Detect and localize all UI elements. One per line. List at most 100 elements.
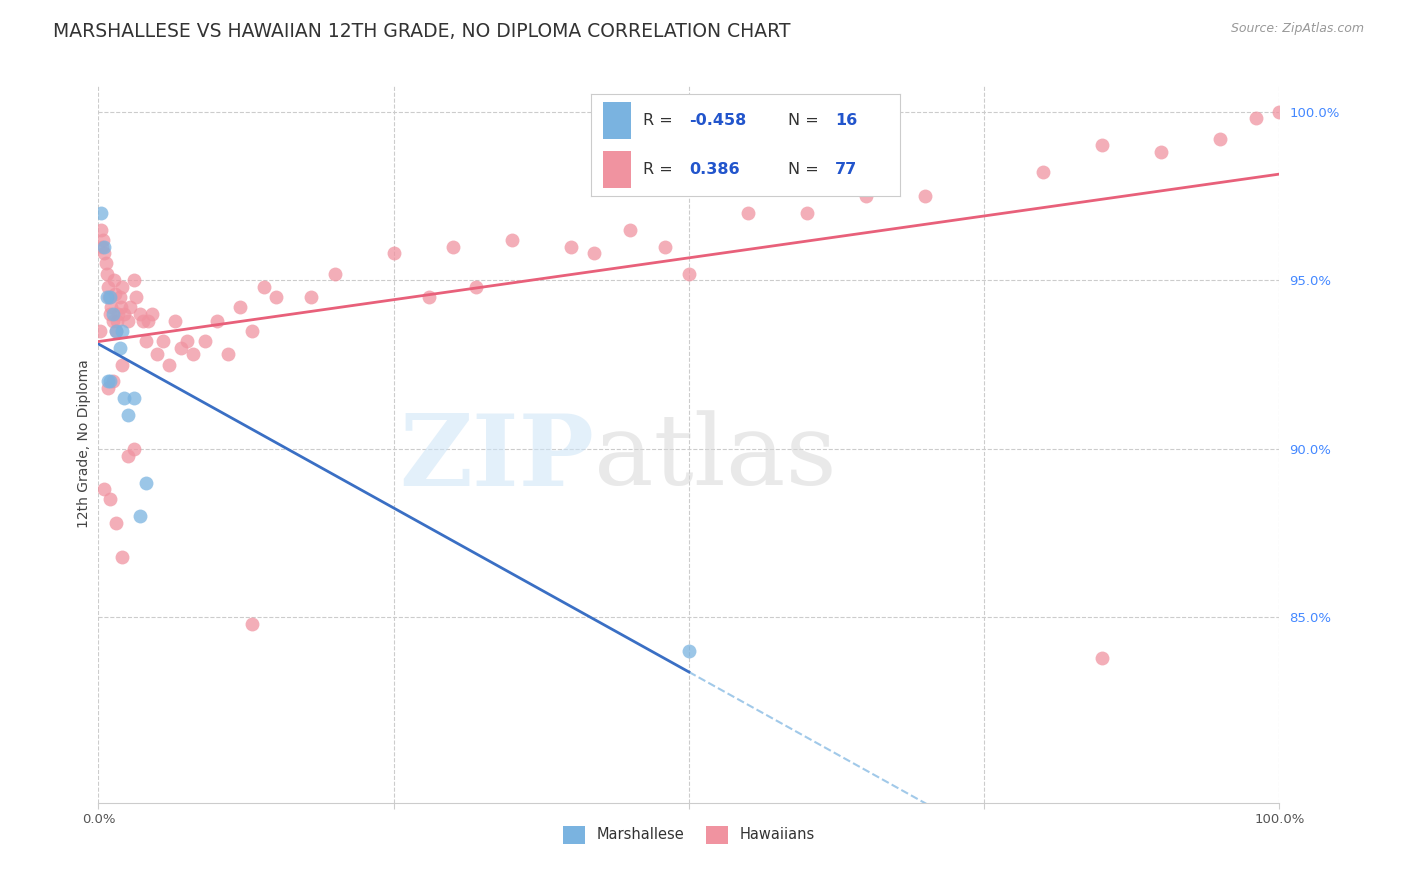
- Point: [101, 375, 124, 389]
- Point: [205, 314, 228, 328]
- Point: [108, 290, 131, 304]
- Point: [96, 267, 118, 281]
- Point: [583, 246, 606, 260]
- Point: [101, 307, 124, 321]
- Point: [737, 206, 759, 220]
- Point: [501, 233, 523, 247]
- Text: 16: 16: [835, 112, 858, 128]
- Point: [165, 314, 187, 328]
- Point: [103, 273, 125, 287]
- Point: [97, 375, 120, 389]
- Point: [264, 290, 287, 304]
- FancyBboxPatch shape: [603, 151, 631, 188]
- Point: [1244, 112, 1267, 126]
- Point: [170, 341, 193, 355]
- Point: [120, 300, 142, 314]
- Point: [93, 246, 115, 260]
- Point: [418, 290, 440, 304]
- Text: -0.458: -0.458: [689, 112, 747, 128]
- Point: [93, 239, 115, 253]
- Point: [111, 358, 134, 372]
- Point: [122, 273, 145, 287]
- Point: [1032, 165, 1054, 179]
- Point: [98, 307, 121, 321]
- Point: [98, 375, 121, 389]
- Text: MARSHALLESE VS HAWAIIAN 12TH GRADE, NO DIPLOMA CORRELATION CHART: MARSHALLESE VS HAWAIIAN 12TH GRADE, NO D…: [53, 22, 792, 41]
- Point: [382, 246, 405, 260]
- Text: ZIP: ZIP: [399, 409, 595, 507]
- Point: [1268, 104, 1291, 119]
- Point: [136, 314, 159, 328]
- Text: Source: ZipAtlas.com: Source: ZipAtlas.com: [1230, 22, 1364, 36]
- Point: [128, 509, 150, 524]
- Point: [112, 307, 135, 321]
- Point: [98, 492, 121, 507]
- Point: [678, 267, 700, 281]
- Point: [111, 280, 134, 294]
- Point: [91, 233, 114, 247]
- Text: R =: R =: [643, 162, 683, 178]
- Point: [128, 307, 150, 321]
- Point: [122, 391, 145, 405]
- Point: [1091, 138, 1114, 153]
- Point: [105, 324, 128, 338]
- Point: [91, 239, 114, 253]
- Text: 0.386: 0.386: [689, 162, 740, 178]
- Point: [240, 324, 263, 338]
- Point: [110, 300, 132, 314]
- Point: [105, 516, 128, 530]
- Point: [117, 314, 139, 328]
- Point: [111, 549, 134, 564]
- Point: [90, 206, 112, 220]
- Point: [229, 300, 252, 314]
- Text: N =: N =: [789, 112, 824, 128]
- Point: [107, 307, 129, 321]
- Point: [90, 223, 112, 237]
- Point: [132, 314, 155, 328]
- Point: [105, 314, 128, 328]
- Point: [796, 206, 818, 220]
- Point: [98, 290, 121, 304]
- Point: [97, 381, 120, 395]
- Point: [1091, 650, 1114, 665]
- Point: [135, 334, 157, 348]
- Point: [141, 307, 163, 321]
- Point: [253, 280, 276, 294]
- Point: [654, 239, 676, 253]
- Point: [181, 347, 204, 361]
- Point: [98, 290, 121, 304]
- Point: [108, 341, 131, 355]
- Point: [855, 189, 877, 203]
- Point: [152, 334, 174, 348]
- Point: [441, 239, 464, 253]
- Point: [323, 267, 346, 281]
- Point: [104, 286, 127, 301]
- Y-axis label: 12th Grade, No Diploma: 12th Grade, No Diploma: [77, 359, 91, 528]
- Point: [217, 347, 239, 361]
- Point: [97, 280, 120, 294]
- Text: 77: 77: [835, 162, 858, 178]
- Point: [96, 290, 118, 304]
- Point: [465, 280, 488, 294]
- Point: [135, 475, 157, 490]
- Text: atlas: atlas: [595, 410, 837, 506]
- Point: [1209, 131, 1232, 145]
- Point: [299, 290, 322, 304]
- Point: [112, 391, 135, 405]
- Point: [89, 324, 111, 338]
- Point: [176, 334, 198, 348]
- Point: [619, 223, 641, 237]
- FancyBboxPatch shape: [603, 102, 631, 139]
- Point: [101, 314, 124, 328]
- Legend: Marshallese, Hawaiians: Marshallese, Hawaiians: [557, 820, 821, 849]
- Point: [678, 644, 700, 658]
- Point: [194, 334, 217, 348]
- Point: [94, 256, 117, 270]
- Point: [560, 239, 582, 253]
- Text: N =: N =: [789, 162, 824, 178]
- Point: [100, 300, 122, 314]
- Point: [117, 449, 139, 463]
- Point: [157, 358, 180, 372]
- Point: [105, 324, 128, 338]
- Point: [240, 617, 263, 632]
